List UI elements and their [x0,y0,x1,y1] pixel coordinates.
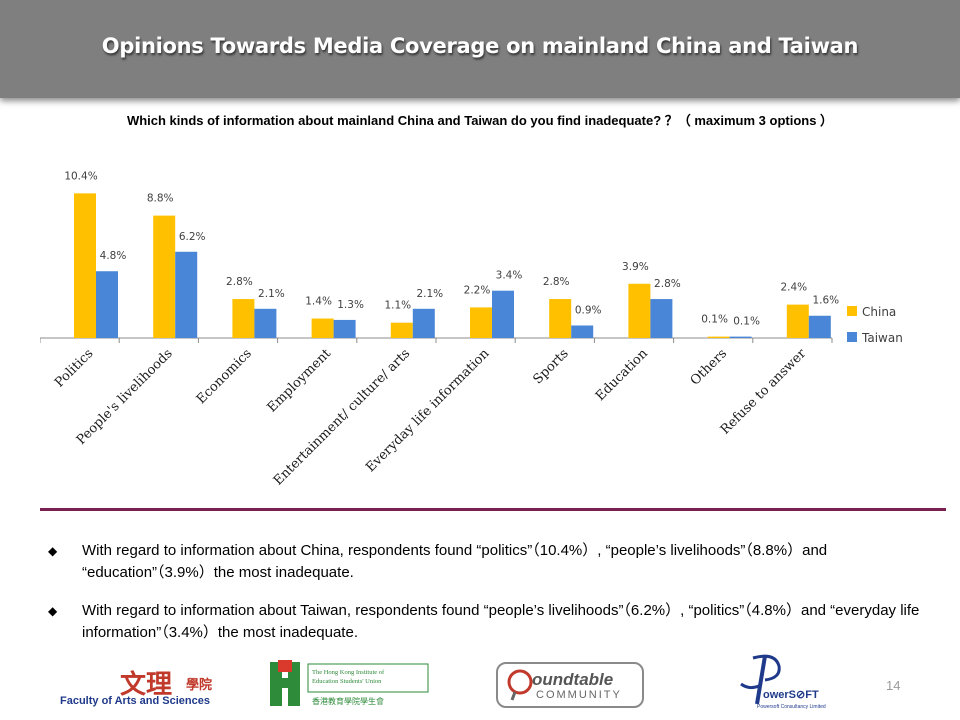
finding-china-text: With regard to information about China, … [82,542,828,581]
data-label-taiwan-3: 1.3% [337,299,364,311]
data-label-taiwan-8: 0.1% [733,316,760,328]
category-label-3: Employment [265,346,335,416]
finding-taiwan: ◆ With regard to information about Taiwa… [44,600,944,644]
bar-taiwan-2 [254,308,277,338]
students-union-logo: The Hong Kong Institute of Education Stu… [270,660,429,706]
faculty-logo: 文理 學院 Faculty of Arts and Sciences [60,664,240,709]
bar-china-0 [74,193,96,338]
category-label-8: Others [688,346,730,388]
svg-text:The Hong Kong Institute of: The Hong Kong Institute of Education Stu… [312,669,386,685]
svg-text:香港教育學院學生會: 香港教育學院學生會 [312,696,384,706]
faculty-logo-english: Faculty of Arts and Sciences [60,695,210,707]
survey-question: Which kinds of information about mainlan… [126,113,834,128]
data-label-china-0: 10.4% [64,170,97,182]
title-banner: Opinions Towards Media Coverage on mainl… [0,0,960,98]
powersoft-logo: owerS⊘FT Powersoft Consultancy Limited [740,654,826,710]
page-number: 14 [886,678,901,693]
legend-swatch-taiwan [847,332,857,342]
bar-taiwan-6 [571,325,594,338]
data-label-china-6: 2.8% [543,276,570,288]
category-label-0: Politics [52,346,96,390]
bar-china-2 [232,299,255,338]
faculty-logo-chinese: 文理 [120,670,173,700]
bar-taiwan-4 [412,308,435,338]
data-label-china-7: 3.9% [622,261,649,273]
finding-china: ◆ With regard to information about China… [44,540,944,584]
category-label-9: Refuse to answer [718,346,810,438]
bar-taiwan-9 [808,315,831,338]
category-label-6: Sports [530,346,571,387]
data-label-china-2: 2.8% [226,276,253,288]
bar-taiwan-5 [492,290,514,338]
findings-list: ◆ With regard to information about China… [44,540,944,660]
category-label-2: Economics [194,346,255,407]
data-label-china-3: 1.4% [305,296,332,308]
bar-china-8 [707,336,730,338]
bar-china-3 [311,318,334,338]
data-label-taiwan-5: 3.4% [496,270,523,282]
bar-taiwan-8 [729,336,752,338]
diamond-bullet-icon: ◆ [48,544,58,558]
bar-china-4 [390,322,413,338]
bar-china-1 [153,215,176,338]
data-label-china-9: 2.4% [780,282,807,294]
bar-china-9 [786,304,809,338]
svg-text:oundtable: oundtable [532,670,613,689]
legend-label-china: China [862,305,896,319]
bar-china-5 [470,307,492,338]
finding-taiwan-text: With regard to information about Taiwan,… [82,602,920,641]
legend-label-taiwan: Taiwan [861,331,903,345]
data-label-taiwan-7: 2.8% [654,278,681,290]
category-label-4: Entertainment/ culture/ arts [271,346,413,485]
faculty-logo-chinese-small: 學院 [186,678,213,693]
bar-china-7 [628,283,651,338]
section-divider [40,508,946,511]
slide-title: Opinions Towards Media Coverage on mainl… [101,34,859,58]
data-label-china-8: 0.1% [701,314,728,326]
bar-taiwan-7 [650,299,673,338]
data-label-china-5: 2.2% [464,284,491,296]
bar-china-6 [549,299,572,338]
data-label-taiwan-9: 1.6% [812,295,839,307]
data-label-china-1: 8.8% [147,193,174,205]
bar-taiwan-0 [96,271,118,338]
data-label-taiwan-2: 2.1% [258,288,285,300]
data-label-taiwan-4: 2.1% [416,288,443,300]
roundtable-logo-frame [496,662,644,708]
data-label-china-4: 1.1% [384,300,411,312]
diamond-bullet-icon: ◆ [48,604,58,618]
bar-taiwan-3 [333,319,356,338]
legend-swatch-china [847,306,857,316]
roundtable-logo: oundtable COMMUNITY [496,662,644,708]
data-label-taiwan-0: 4.8% [100,250,127,262]
svg-text:COMMUNITY: COMMUNITY [536,689,622,701]
svg-text:Powersoft Consultancy Limited: Powersoft Consultancy Limited [757,704,826,710]
data-label-taiwan-1: 6.2% [179,231,206,243]
bar-taiwan-1 [175,251,198,338]
category-label-7: Education [593,346,651,404]
data-label-taiwan-6: 0.9% [575,304,602,316]
svg-text:owerS⊘FT: owerS⊘FT [763,689,819,701]
